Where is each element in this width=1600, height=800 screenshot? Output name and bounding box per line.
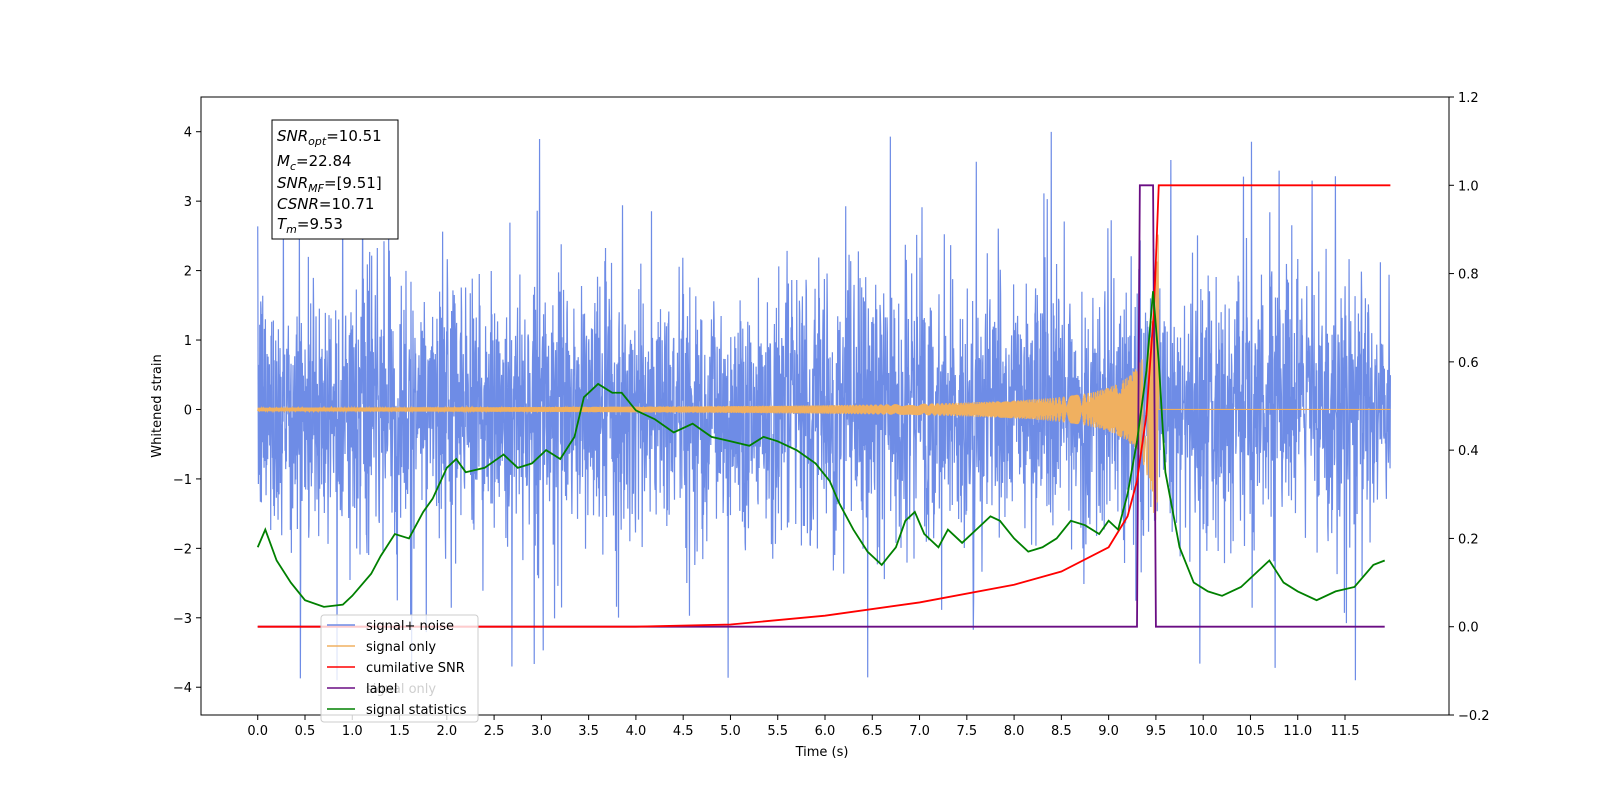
legend-entry-label: signal only label — [327, 682, 436, 697]
legend-label-signal-only: signal only — [366, 640, 436, 655]
y-tick-label: −4 — [173, 681, 192, 696]
y-axis-label: Whitened strain — [150, 354, 165, 457]
y-tick-label: 2 — [184, 265, 192, 280]
x-tick-label: 9.5 — [1146, 724, 1167, 739]
series-signal-statistics-line — [256, 291, 1386, 608]
x-tick-label: 0.5 — [295, 724, 316, 739]
annotation-line-mc: Mc=22.84 — [277, 152, 352, 173]
legend-hidden-signal-only: signal only — [366, 682, 436, 697]
y-tick-label: −2 — [173, 542, 192, 557]
series-cumulative-snr-line — [257, 184, 1391, 628]
x-tick-label: 1.5 — [389, 724, 410, 739]
legend-label-cumulative-snr: cumilative SNR — [366, 661, 465, 676]
x-tick-label: 8.0 — [1004, 724, 1025, 739]
x-tick-label: 1.0 — [342, 724, 363, 739]
x-tick-label: 9.0 — [1098, 724, 1119, 739]
x-tick-label: 10.0 — [1189, 724, 1218, 739]
series-layer — [256, 131, 1391, 681]
annotation-frame — [271, 119, 399, 240]
x-tick-label: 5.5 — [767, 724, 788, 739]
series-signal-only-line — [257, 234, 1391, 520]
x-tick-label: 11.0 — [1283, 724, 1312, 739]
x-tick-label: 7.0 — [909, 724, 930, 739]
x-tick-label: 8.5 — [1051, 724, 1072, 739]
x-axis-label: Time (s) — [795, 745, 849, 760]
x-tick-label: 3.0 — [531, 724, 552, 739]
x-axis-ticks: 0.0 0.5 1.0 1.5 2.0 2.5 3.0 3.5 4.0 4.5 5.0 5.5 6.0 6… — [247, 715, 1359, 739]
y-tick-label: 1 — [184, 334, 192, 349]
annotation-line-csnr: CSNR=10.71 — [277, 195, 374, 213]
legend-entry-cumulative-snr: cumilative SNR — [327, 661, 465, 676]
x-tick-label: 3.5 — [578, 724, 599, 739]
y2-tick-label: 0.6 — [1458, 356, 1479, 371]
x-tick-label: 0.0 — [247, 724, 268, 739]
y-tick-label: −1 — [173, 473, 192, 488]
y2-tick-label: 0.4 — [1458, 444, 1479, 459]
annotation-line-snr-opt: SNRopt=10.51 — [277, 127, 382, 148]
series-label-line — [257, 184, 1385, 628]
legend-entry-signal-noise: signal+ noise — [327, 619, 454, 634]
legend-frame — [320, 614, 479, 723]
annotation-line-snr-mf: SNRMF=[9.51] — [277, 174, 382, 195]
y2-tick-label: 0.8 — [1458, 268, 1479, 283]
legend-label-signal-statistics: signal statistics — [366, 703, 467, 718]
y2-tick-label: 1.2 — [1458, 91, 1479, 106]
annotation-line-tm: Tm=9.53 — [277, 215, 343, 236]
y-tick-label: 3 — [184, 195, 192, 210]
x-tick-label: 7.5 — [956, 724, 977, 739]
x-tick-label: 5.0 — [720, 724, 741, 739]
y-axis-ticks: 4 3 2 1 0 −1 −2 −3 −4 — [173, 126, 201, 696]
legend-entry-signal-only: signal only — [327, 640, 436, 655]
y-tick-label: 4 — [184, 126, 192, 141]
series-signal-noise-line — [257, 131, 1391, 681]
y2-tick-label: 0.2 — [1458, 532, 1479, 547]
x-tick-label: 6.5 — [862, 724, 883, 739]
y2-axis-ticks: 1.2 1.0 0.8 0.6 0.4 0.2 0.0 −0.2 — [1449, 91, 1490, 724]
y-tick-label: 0 — [184, 403, 192, 418]
x-tick-label: 4.0 — [626, 724, 647, 739]
x-tick-label: 10.5 — [1236, 724, 1265, 739]
x-tick-label: 4.5 — [673, 724, 694, 739]
annotation-box: SNRopt=10.51 Mc=22.84 SNRMF=[9.51] CSNR=… — [271, 119, 399, 240]
x-tick-label: 6.0 — [815, 724, 836, 739]
legend-label-signal-noise: signal+ noise — [366, 619, 454, 634]
y2-tick-label: 0.0 — [1458, 621, 1479, 636]
x-tick-label: 2.5 — [484, 724, 505, 739]
legend-label-label: label — [366, 682, 397, 697]
y2-tick-label: 1.0 — [1458, 179, 1479, 194]
legend: signal+ noise signal only cumilative SNR… — [320, 614, 479, 723]
legend-entry-signal-statistics: signal statistics — [327, 703, 467, 718]
x-tick-label: 2.0 — [436, 724, 457, 739]
x-tick-label: 11.5 — [1331, 724, 1360, 739]
y2-tick-label: −0.2 — [1458, 709, 1490, 724]
y-tick-label: −3 — [173, 612, 192, 627]
